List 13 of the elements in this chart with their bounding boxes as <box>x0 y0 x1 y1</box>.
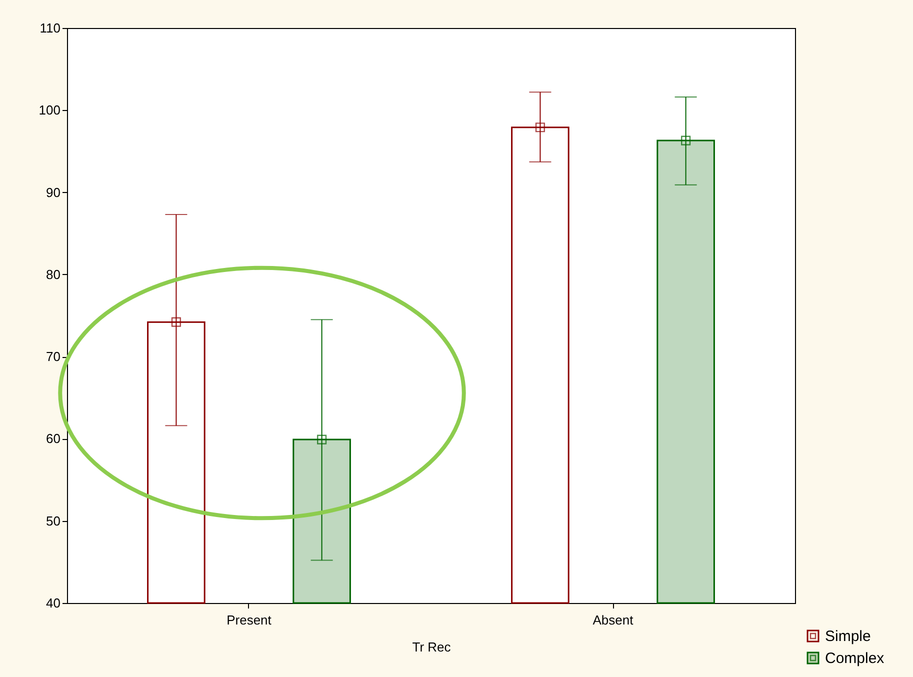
x-tick-label: Absent <box>592 612 634 628</box>
y-tick-label: 80 <box>46 266 60 282</box>
y-tick-label: 40 <box>46 596 60 610</box>
legend-label: Complex <box>825 650 885 667</box>
y-tick-label: 110 <box>40 20 60 36</box>
x-tick-label: Present <box>226 612 272 628</box>
legend-label: Simple <box>825 628 871 645</box>
y-tick-label: 60 <box>46 431 60 446</box>
y-tick-label: 90 <box>46 184 60 200</box>
y-tick-label: 100 <box>38 102 60 118</box>
y-tick-label: 70 <box>46 349 60 364</box>
y-tick-label: 50 <box>46 513 60 528</box>
x-axis-title: Tr Rec <box>412 640 452 654</box>
